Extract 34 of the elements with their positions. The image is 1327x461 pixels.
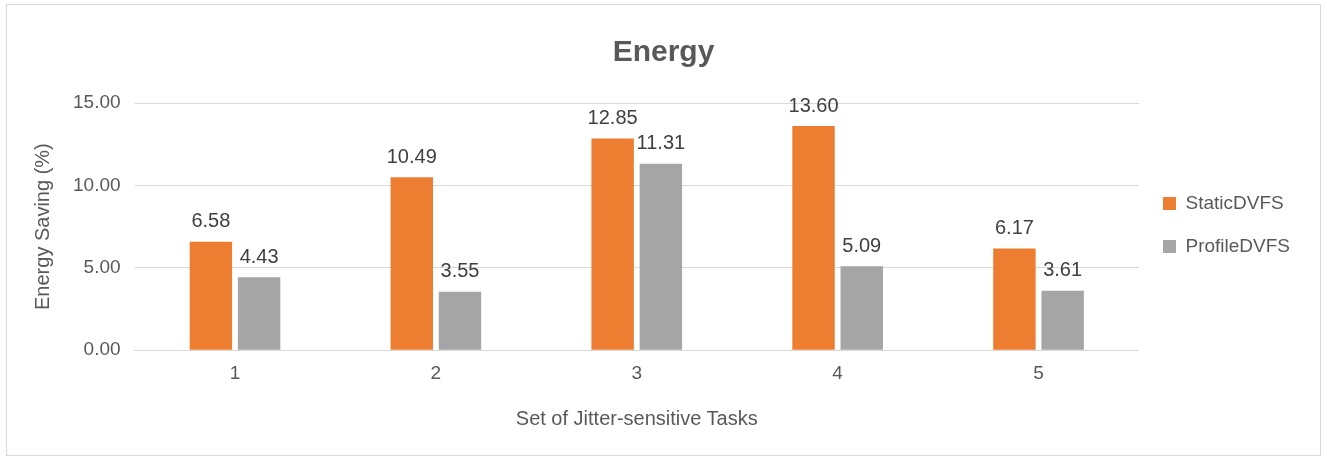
bar — [993, 248, 1036, 350]
data-label: 6.17 — [994, 216, 1034, 239]
x-axis-title: Set of Jitter-sensitive Tasks — [515, 406, 758, 429]
bar — [591, 138, 634, 350]
data-label: 3.55 — [440, 259, 480, 282]
data-label: 11.31 — [636, 131, 686, 154]
data-label: 4.43 — [239, 244, 279, 267]
data-label: 3.61 — [1043, 258, 1083, 281]
y-axis-title: Energy Saving (%) — [30, 143, 53, 310]
bar — [1041, 290, 1084, 350]
chart-title: Energy — [612, 34, 715, 68]
y-tick-label: 5.00 — [83, 256, 121, 278]
y-tick-label: 0.00 — [83, 338, 121, 360]
bar — [390, 177, 433, 350]
legend-label: ProfileDVFS — [1185, 234, 1290, 256]
x-tick-label: 1 — [229, 361, 241, 383]
x-tick-label: 3 — [631, 361, 643, 383]
bar — [792, 126, 835, 350]
y-tick-label: 10.00 — [73, 173, 121, 195]
bar — [840, 266, 883, 350]
x-tick-label: 2 — [430, 361, 442, 383]
x-tick-label: 4 — [832, 361, 844, 383]
bar — [639, 163, 683, 350]
y-tick-label: 15.00 — [73, 91, 121, 113]
bar — [438, 291, 482, 350]
x-tick-label: 5 — [1033, 361, 1044, 383]
data-label: 6.58 — [191, 209, 231, 232]
data-label: 10.49 — [386, 144, 437, 167]
data-label: 12.85 — [587, 105, 638, 128]
bar — [189, 241, 233, 350]
data-label: 5.09 — [842, 233, 882, 256]
data-label: 13.60 — [788, 93, 839, 116]
legend-label: StaticDVFS — [1185, 191, 1284, 213]
bar — [237, 277, 281, 350]
